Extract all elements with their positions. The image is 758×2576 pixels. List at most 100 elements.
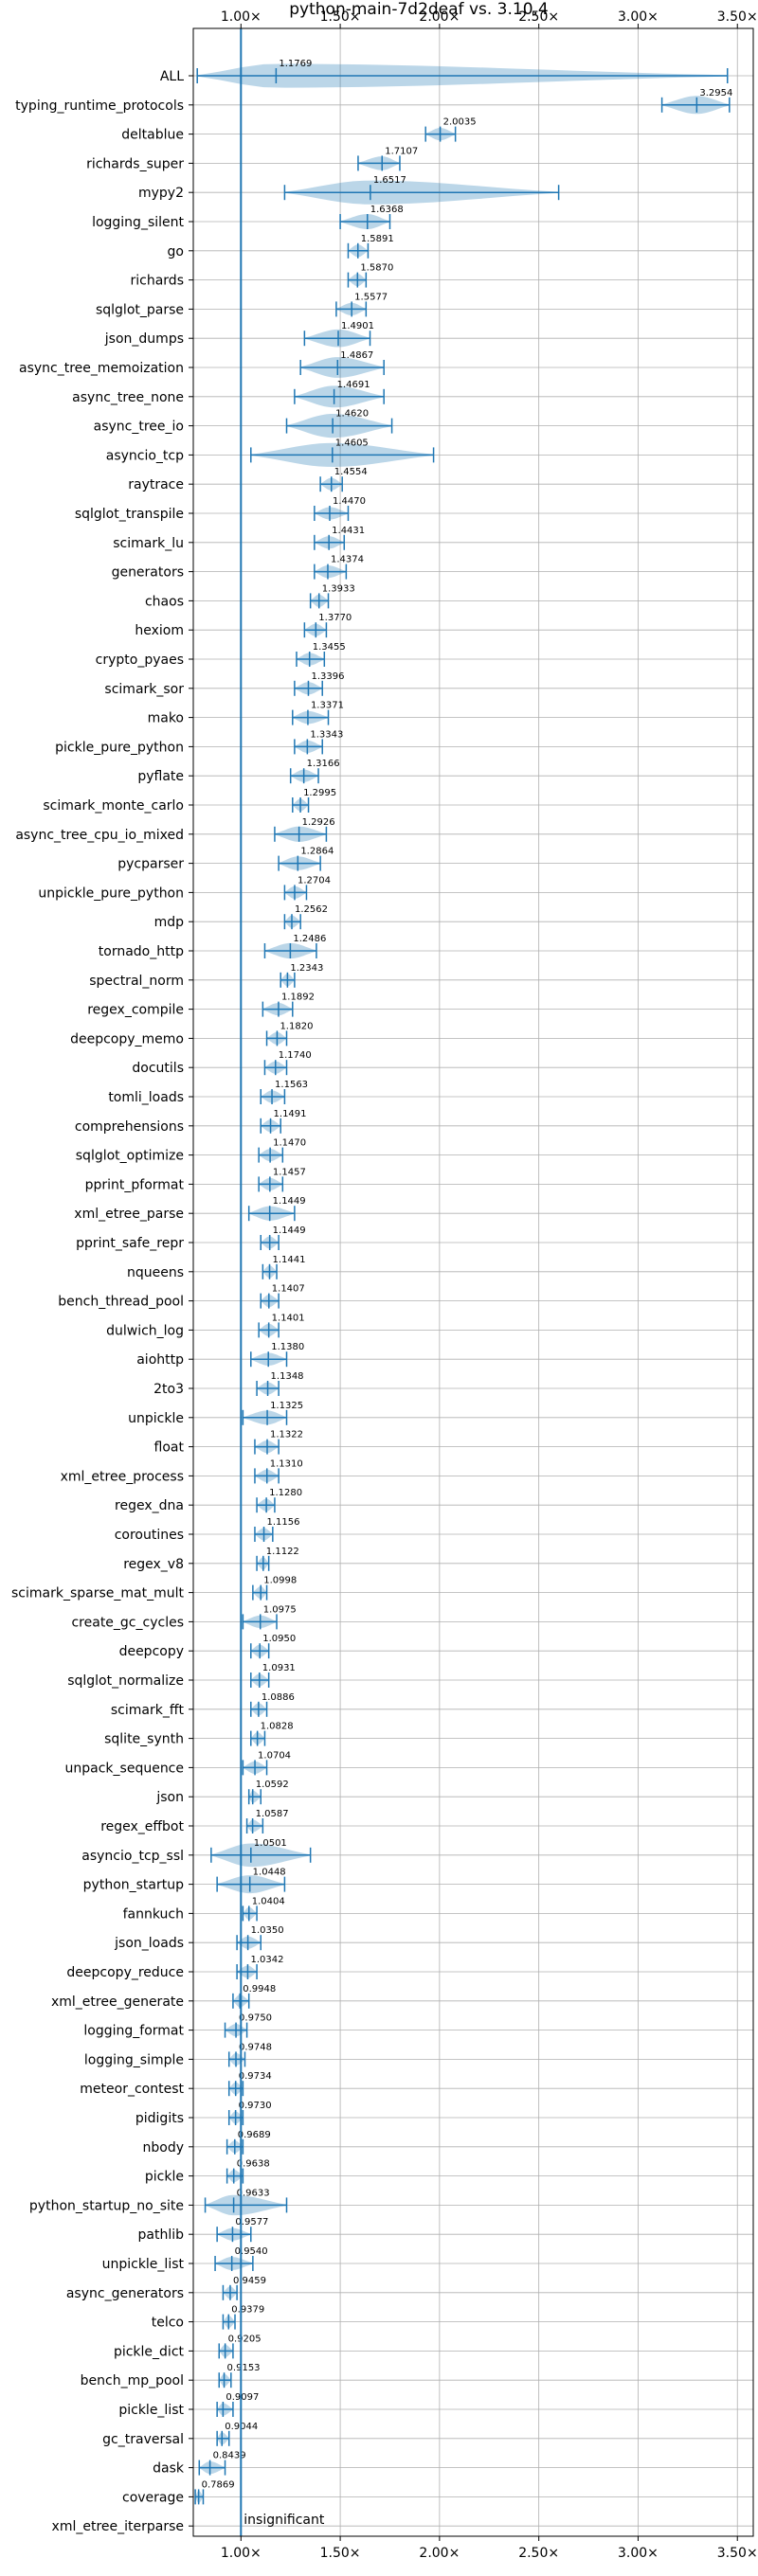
x-tick-label-bottom: 3.50×: [717, 2546, 758, 2561]
x-tick-label-bottom: 3.00×: [618, 2546, 659, 2561]
category-label: coverage: [122, 2490, 184, 2505]
category-label: gc_traversal: [102, 2432, 184, 2447]
category-label: dask: [153, 2461, 185, 2477]
value-label: 1.4867: [340, 350, 373, 361]
value-label: 0.9633: [237, 2188, 270, 2198]
value-label: 1.4605: [335, 438, 369, 448]
category-label: coroutines: [115, 1528, 184, 1543]
value-label: 1.0350: [251, 1925, 284, 1936]
category-label: deepcopy_reduce: [66, 1965, 184, 1980]
category-label: scimark_sparse_mat_mult: [11, 1586, 184, 1601]
category-label: deltablue: [121, 128, 184, 143]
category-label: tomli_loads: [108, 1090, 184, 1105]
value-label: 1.1892: [281, 993, 315, 1003]
category-label: pickle_pure_python: [55, 740, 184, 755]
category-label: generators: [112, 565, 184, 581]
value-label: 1.1563: [275, 1080, 308, 1090]
category-label: raytrace: [128, 477, 184, 492]
category-label: hexiom: [135, 623, 184, 638]
value-label: 1.1348: [271, 1371, 304, 1382]
value-label: 0.9205: [228, 2334, 262, 2344]
category-label: unpickle: [128, 1411, 184, 1426]
category-label: logging_simple: [84, 2052, 184, 2067]
category-label: deepcopy: [119, 1644, 184, 1659]
value-label: 1.6368: [370, 205, 404, 215]
category-label: pickle_dict: [114, 2344, 185, 2359]
x-tick-label-top: 2.00×: [419, 9, 460, 25]
category-label: fannkuch: [123, 1906, 184, 1922]
value-label: 1.1280: [269, 1488, 302, 1498]
value-label: 1.0975: [263, 1604, 297, 1615]
category-label: sqlglot_optimize: [76, 1149, 184, 1164]
value-label: 1.1449: [273, 1196, 306, 1207]
category-label: crypto_pyaes: [96, 653, 184, 668]
category-label: create_gc_cycles: [71, 1615, 184, 1630]
value-label: 1.0342: [250, 1955, 283, 1965]
value-label: 1.4620: [335, 409, 369, 420]
value-label: 1.2926: [302, 817, 335, 828]
category-label: pprint_safe_repr: [76, 1236, 184, 1251]
marks-layer: 1.1769 3.2954 2.0035 1.7107 1.6517 1.6368 1.58…: [194, 28, 732, 2536]
value-label: 1.1380: [271, 1342, 304, 1352]
category-label: spectral_norm: [89, 974, 184, 989]
category-label: pathlib: [138, 2227, 185, 2243]
value-label: 1.0950: [262, 1634, 296, 1644]
category-label: unpack_sequence: [65, 1761, 184, 1776]
value-label: 1.3396: [311, 671, 344, 682]
value-label: 0.9097: [226, 2392, 259, 2403]
category-label: logging_silent: [92, 215, 184, 230]
category-label: pprint_pformat: [85, 1177, 185, 1192]
category-label: nqueens: [127, 1265, 184, 1280]
x-tick-label-top: 2.50×: [518, 9, 559, 25]
value-label: 1.2995: [303, 788, 336, 798]
category-label: sqlite_synth: [104, 1732, 184, 1747]
category-label: xml_etree_iterparse: [52, 2519, 184, 2534]
category-label: unpickle_pure_python: [38, 886, 184, 901]
value-label: 0.7869: [202, 2479, 235, 2490]
value-label: 0.9689: [238, 2130, 271, 2140]
value-label: 0.9948: [243, 1984, 276, 1995]
category-label: ALL: [160, 69, 184, 84]
value-label: 1.1457: [273, 1167, 306, 1177]
value-label: 1.5891: [361, 234, 394, 244]
category-label: pickle: [145, 2170, 184, 2185]
value-label: 1.4470: [333, 496, 366, 507]
category-label: aiohttp: [136, 1352, 184, 1368]
category-label: go: [168, 244, 184, 259]
value-label: 1.0501: [254, 1838, 287, 1849]
value-label: 0.9379: [231, 2305, 264, 2316]
category-label: asyncio_tcp_ssl: [81, 1849, 184, 1864]
x-tick-label-top: 3.50×: [717, 9, 758, 25]
category-label: async_tree_cpu_io_mixed: [15, 828, 184, 843]
value-label: 1.0828: [261, 1722, 294, 1732]
category-label: unpickle_list: [102, 2257, 185, 2272]
category-label: telco: [152, 2316, 184, 2331]
category-label: sqlglot_normalize: [67, 1673, 184, 1689]
value-label: 1.4691: [337, 380, 370, 390]
category-label: python_startup: [83, 1878, 184, 1893]
value-label: 3.2954: [699, 88, 732, 98]
category-label: python_startup_no_site: [29, 2198, 184, 2213]
value-label: 1.1449: [273, 1225, 306, 1236]
category-label: bench_thread_pool: [58, 1295, 184, 1310]
value-label: 1.2562: [295, 904, 328, 915]
category-label: deepcopy_memo: [70, 1031, 184, 1046]
category-label: json_dumps: [104, 331, 184, 347]
category-label: regex_effbot: [100, 1819, 184, 1834]
category-label: regex_compile: [87, 1003, 184, 1018]
value-label: 1.4554: [334, 467, 368, 477]
value-label: 1.0404: [252, 1896, 285, 1906]
category-label: xml_etree_parse: [74, 1207, 184, 1222]
value-label: 1.0587: [256, 1809, 289, 1819]
category-label: pycparser: [117, 857, 184, 872]
value-label: 1.3770: [318, 613, 352, 623]
value-label: 1.2343: [290, 963, 323, 974]
x-tick-label-bottom: 1.00×: [221, 2546, 262, 2561]
value-label: 1.1401: [272, 1313, 305, 1323]
category-label: sqlglot_transpile: [75, 507, 184, 522]
value-label: 1.1310: [270, 1458, 303, 1469]
value-label: 1.1820: [280, 1021, 313, 1031]
category-label: json_loads: [114, 1936, 184, 1951]
insignificant-annotation: insignificant: [244, 2513, 325, 2528]
value-label: 1.0592: [256, 1780, 289, 1790]
